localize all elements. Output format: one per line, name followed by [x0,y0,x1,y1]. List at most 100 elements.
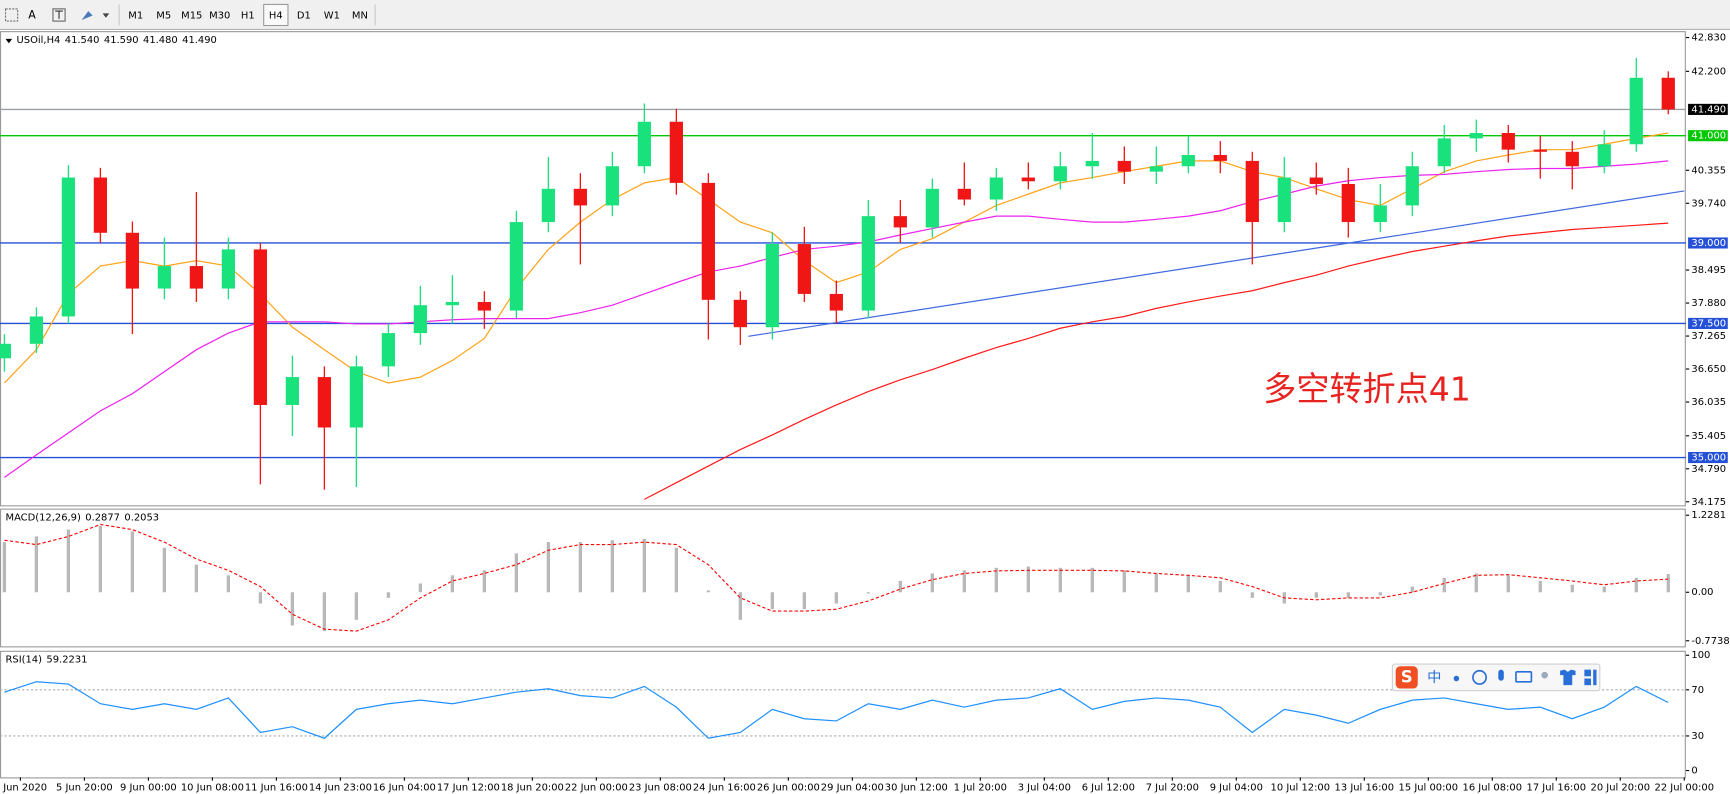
price-level-label: 37.500 [1691,318,1726,329]
ime-emoji[interactable] [1472,669,1487,685]
ime-skin[interactable] [1560,669,1576,686]
x-tick-label: 17 Jun 12:00 [437,782,500,793]
price-level-label: 35.000 [1691,453,1726,464]
annotation: 多空转折点41 [1263,369,1470,408]
label-tool[interactable] [52,8,66,22]
indicator-title: MACD(12,26,9) [6,512,81,523]
timeframe-button[interactable]: W1 [324,11,340,22]
timeframe-button[interactable]: M15 [181,11,202,22]
macd-bar [130,531,135,593]
header-value: 41.590 [104,35,139,46]
macd-bar [226,575,231,593]
macd-bar [1474,573,1478,593]
ime-punct[interactable] [1453,675,1460,682]
ime-mode[interactable]: 中 [1427,669,1441,686]
macd-bar [1250,592,1254,598]
candle-body [1181,155,1195,167]
y-tick-label: 0 [1691,766,1697,777]
candle-body [733,299,747,328]
x-tick-label: 22 Jun 00:00 [565,782,628,793]
candle-body [1341,183,1355,223]
candle-body [1021,177,1035,182]
x-tick-label: 9 Jul 04:00 [1210,782,1263,793]
ime-voice[interactable] [1498,669,1504,681]
timeframe-button[interactable]: M5 [156,11,171,22]
y-tick-label: 100 [1691,650,1710,661]
x-tick-label: 11 Jun 16:00 [245,782,308,793]
y-tick-label: 30 [1691,731,1704,742]
x-tick-label: 29 Jun 04:00 [821,782,884,793]
text-tool[interactable]: A [28,9,36,22]
y-tick-label: 36.035 [1691,397,1726,408]
price-level-label: 39.000 [1691,238,1726,249]
candle-body [701,182,715,300]
ime-keyboard[interactable] [1515,671,1533,683]
macd-bar [162,547,167,593]
candle-body [669,121,683,183]
y-tick-label: -0.7738 [1691,636,1729,647]
candle-body [509,222,523,311]
candle-body [829,293,843,311]
shapes-tool[interactable] [81,11,110,20]
macd-bar [674,547,679,593]
x-tick-label: 24 Jun 16:00 [693,782,756,793]
ime-logo[interactable] [1395,666,1418,689]
price-level-tag [1688,130,1728,142]
candle-body [1661,77,1675,110]
candle-body [1053,166,1067,182]
ime-user[interactable] [1541,671,1548,679]
timeframe-button[interactable]: H4 [269,11,283,22]
ime-grid[interactable] [1584,669,1591,677]
candle-body [29,316,44,344]
price-level-label: 41.000 [1691,131,1726,142]
x-tick-label: 13 Jul 16:00 [1335,782,1394,793]
x-tick-label: 15 Jul 00:00 [1399,782,1458,793]
timeframe-button[interactable]: MN [352,11,368,22]
y-tick-label: 42.830 [1691,33,1726,44]
y-tick-label: 0.00 [1691,587,1713,598]
candle-body [1277,177,1291,223]
y-tick-label: 70 [1691,685,1704,696]
x-tick-label: 18 Jun 20:00 [501,782,564,793]
toolbar-bg [0,0,1730,30]
macd-bar [1538,580,1542,593]
macd-bar [994,567,998,593]
macd-bar [1058,567,1062,593]
candle-body [253,249,267,405]
macd-bar [66,529,71,593]
x-tick-label: 7 Jul 20:00 [1146,782,1199,793]
macd-bar [770,592,774,610]
symbol-menu-icon[interactable] [5,38,13,44]
macd-bar [930,573,934,593]
macd-bar [2,542,7,593]
candle-body [477,301,491,311]
timeframe-button[interactable]: D1 [297,11,311,22]
candle-body [1629,77,1643,145]
x-tick-label: 22 Jul 00:00 [1655,782,1714,793]
y-tick-label: 36.650 [1691,364,1726,375]
candle-body [637,121,651,167]
select-tool[interactable] [4,8,19,22]
candle-body [125,232,140,289]
x-tick-label: 17 Jul 16:00 [1527,782,1586,793]
rsi-line [4,681,1669,739]
candle-body [1117,160,1131,172]
macd-bar [962,570,966,593]
x-tick-label: 1 Jul 20:00 [954,782,1007,793]
candle-body [221,249,236,289]
macd-bar [514,553,519,593]
candle-body [1213,155,1227,161]
candle-body [0,343,12,359]
macd-bar [802,592,806,610]
ime-grid [1584,678,1591,686]
candle-body [1149,166,1163,172]
candle-body [1373,205,1387,223]
pane-header: MACD(12,26,9) 0.2877 0.2053 [6,512,160,523]
price-level-tag [1688,237,1728,249]
timeframe-button[interactable]: M30 [209,11,230,22]
ime-bg [1391,663,1601,692]
macd-bar [258,592,263,604]
timeframe-button[interactable]: M1 [128,11,143,22]
timeframe-button[interactable]: H1 [241,11,255,22]
